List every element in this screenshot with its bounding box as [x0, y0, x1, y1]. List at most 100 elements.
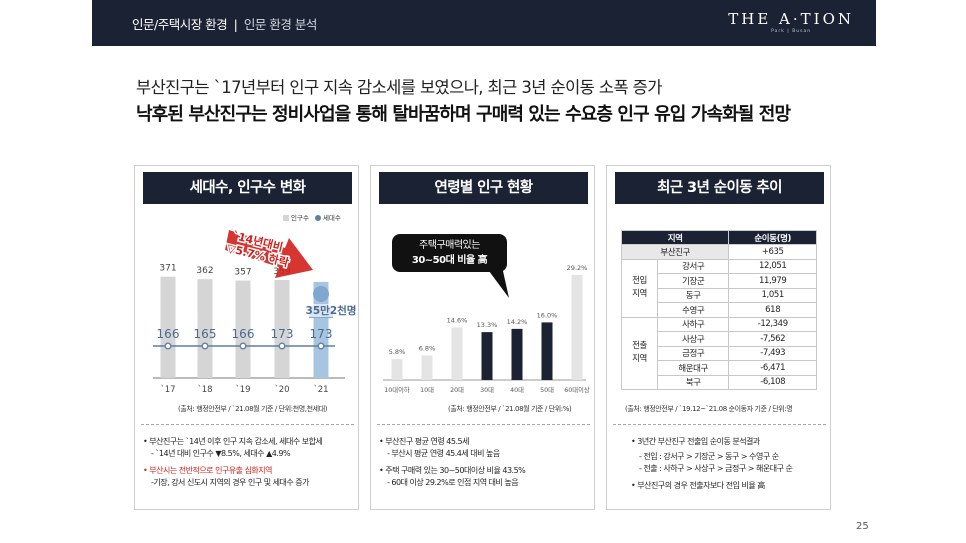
table-cell-region: 해운대구 [656, 360, 730, 376]
breadcrumb: 인문/주택시장 환경 | 인문 환경 분석 [132, 14, 317, 33]
age-card-title: 연령별 인구 현황 [379, 172, 588, 204]
population-bar [160, 276, 176, 378]
age-value-label: 6.8% [419, 345, 436, 353]
households-value-label: 166 [157, 327, 180, 341]
population-note-3: • 부산시는 전반적으로 인구유출 심화지역 [143, 466, 273, 475]
x-tick-label: `19 [235, 384, 250, 395]
age-note-2: - 부산시 평균 연령 45.4세 대비 높음 [387, 449, 500, 458]
age-value-label: 16.0% [537, 311, 558, 319]
age-callout: 주택구매력있는 30~50대 비율 高 [392, 234, 507, 272]
households-point [317, 342, 325, 350]
households-value-label: 173 [271, 327, 294, 341]
migration-card: 최근 3년 순이동 추이 지역 순이동(명) 부산진구 +635 전입 지역 강… [606, 165, 831, 510]
age-callout-line2: 30~50대 비율 高 [411, 255, 488, 266]
migration-note-1: • 3년간 부산진구 전출입 순이동 분석결과 [631, 437, 760, 446]
table-cell-value: -7,493 [728, 345, 817, 361]
age-note-3: • 주택 구매력 있는 30~50대이상 비율 43.5% [379, 466, 526, 475]
households-annotation: 35만2천명 [306, 304, 357, 317]
population-divider [141, 424, 354, 425]
migration-note-3: - 전출 : 사하구 > 사상구 > 금정구 > 해운대구 순 [639, 464, 793, 473]
table-row: 전출 지역 사하구 -12,349 [621, 316, 817, 390]
migration-source: (출처: 행정안전부 / `19.12~`21.08 순이동자 기준 / 단위:… [625, 405, 793, 413]
x-tick-label: `20 [274, 384, 289, 395]
person-icon-head [313, 286, 329, 302]
population-notes: • 부산진구는 `14년 이후 인구 지속 감소세, 세대수 보합세 - `14… [143, 436, 323, 489]
table-group-in: 전입 지역 [621, 258, 658, 318]
table-cell-value: -7,562 [728, 331, 817, 347]
table-cell-region: 동구 [656, 287, 730, 303]
age-bar [541, 322, 553, 380]
households-point [239, 342, 247, 350]
migration-divider [613, 424, 826, 425]
age-bar [481, 332, 493, 380]
x-tick-label: 30대 [480, 386, 494, 394]
population-bar [235, 280, 251, 378]
population-bar [274, 279, 290, 378]
population-card: 세대수, 인구수 변화 인구수 세대수 371 `17 362 `18 357 `19 35… [134, 165, 359, 510]
breadcrumb-section: 인문/주택시장 환경 [132, 17, 228, 32]
households-point [201, 342, 209, 350]
age-bar [451, 327, 463, 380]
population-value-label: 371 [159, 264, 176, 274]
logo-tagline: Park | Busan [771, 29, 812, 34]
table-cell-value: -6,471 [728, 360, 817, 376]
population-card-title: 세대수, 인구수 변화 [143, 172, 352, 204]
x-tick-label: 10대 [420, 386, 434, 394]
population-source: (출처: 행정안전부 / `21.08월 기준 / 단위:천명,천세대) [178, 405, 328, 413]
table-cell-region: 사상구 [656, 331, 730, 347]
table-cell-region: 부산진구 [620, 244, 730, 260]
table-row: 부산진구 +635 [620, 244, 817, 260]
population-value-label: 362 [196, 266, 213, 276]
legend-population: 인구수 [283, 212, 309, 222]
table-cell-value: 12,051 [728, 258, 817, 274]
age-value-label: 14.6% [447, 316, 468, 324]
age-value-label: 14.2% [507, 318, 528, 326]
x-tick-label: 20대 [450, 386, 464, 394]
households-annotation-bg [306, 304, 356, 317]
table-cell-value: 1,051 [728, 287, 817, 303]
migration-card-title: 최근 3년 순이동 추이 [615, 172, 824, 204]
legend-bar-swatch [283, 215, 289, 221]
age-bar [391, 359, 403, 380]
legend-line-swatch [314, 215, 321, 221]
table-row: 수영구 618 [622, 302, 817, 318]
age-note-1: • 부산진구 평균 연령 45.5세 [379, 437, 469, 446]
age-card: 연령별 인구 현황 5.8% 10대이하 6.8% 10대 14.6% 20대 13.3% 3… [370, 165, 595, 510]
x-tick-label: `21 [313, 384, 328, 395]
table-header-row: 지역 순이동(명) [620, 230, 817, 245]
logo-text: THE A·TION [728, 10, 854, 28]
population-legend: 인구수 세대수 [283, 212, 341, 222]
headline-line1: 부산진구는 `17년부터 인구 지속 감소세를 보였으나, 최근 3년 순이동 … [136, 78, 662, 97]
page-number: 25 [856, 521, 869, 532]
migration-notes: • 3년간 부산진구 전출입 순이동 분석결과 - 전입 : 강서구 > 기장군… [631, 436, 793, 492]
table-cell-region: 기장군 [656, 273, 730, 289]
table-row: 전입 지역 강서구 12,051 [621, 258, 817, 318]
table-cell-value: +635 [728, 244, 817, 260]
age-source: (출처: 행정안전부 / `21.08월 기준 / 단위:%) [448, 405, 572, 413]
households-point [164, 342, 172, 350]
table-cell-region: 북구 [656, 374, 730, 390]
table-row: 기장군 11,979 [622, 273, 817, 289]
x-tick-label: 10대이하 [384, 385, 410, 394]
households-value-label: 166 [232, 327, 255, 341]
table-header-value: 순이동(명) [728, 230, 817, 245]
table-cell-region: 금정구 [656, 345, 730, 361]
table-cell-value: -12,349 [728, 316, 817, 332]
table-row: 금정구 -7,493 [622, 345, 817, 361]
table-cell-value: -6,108 [728, 374, 817, 390]
age-callout-line1: 주택구매력있는 [419, 240, 480, 251]
table-row: 동구 1,051 [622, 287, 817, 303]
breadcrumb-subsection: 인문 환경 분석 [243, 17, 317, 32]
header-bar: 인문/주택시장 환경 | 인문 환경 분석 THE A·TION Park | … [92, 0, 876, 46]
age-divider [377, 424, 590, 425]
age-bar [571, 274, 583, 380]
age-notes: • 부산진구 평균 연령 45.5세 - 부산시 평균 연령 45.4세 대비 … [379, 436, 526, 489]
age-value-label: 13.3% [477, 321, 498, 329]
table-row: 사상구 -7,562 [622, 331, 817, 347]
table-header-region: 지역 [620, 230, 730, 245]
table-cell-value: 618 [728, 302, 817, 318]
age-note-4: - 60대 이상 29.2%로 인접 지역 대비 높음 [387, 478, 519, 487]
age-value-label: 5.8% [389, 348, 406, 356]
table-group-out: 전출 지역 [621, 316, 658, 390]
x-tick-label: `17 [160, 384, 175, 395]
